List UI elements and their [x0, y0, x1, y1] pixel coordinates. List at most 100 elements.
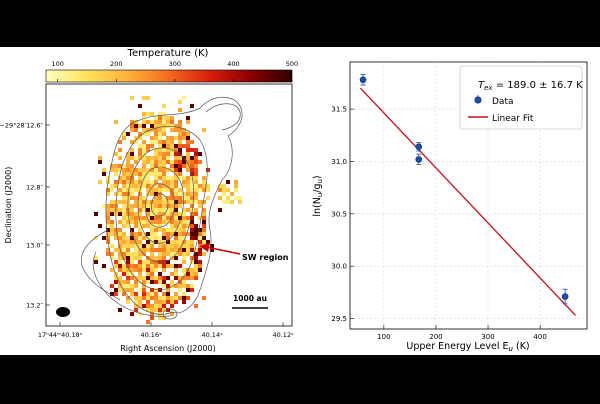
temperature-pixel [182, 208, 186, 212]
temperature-pixel [190, 256, 194, 260]
temperature-pixel [158, 256, 162, 260]
temperature-pixel [146, 292, 150, 296]
y-tick-label: 31.5 [331, 106, 347, 114]
temperature-pixel [130, 168, 134, 172]
temperature-pixel [142, 232, 146, 236]
temperature-pixel [190, 160, 194, 164]
temperature-pixel [154, 264, 158, 268]
temperature-pixel [134, 268, 138, 272]
temperature-pixel [186, 164, 190, 168]
temperature-pixel [218, 188, 222, 192]
temperature-pixel [134, 252, 138, 256]
temperature-pixel [146, 156, 150, 160]
temperature-pixel [134, 140, 138, 144]
temperature-pixel [142, 260, 146, 264]
temperature-pixel [194, 168, 198, 172]
temperature-pixel [186, 216, 190, 220]
temperature-pixel [114, 180, 118, 184]
temperature-pixel [206, 188, 210, 192]
temperature-pixel [166, 212, 170, 216]
temperature-pixel [142, 156, 146, 160]
sw-region-label: SW region [242, 253, 289, 262]
temperature-pixel [190, 184, 194, 188]
temperature-pixel [166, 208, 170, 212]
temperature-pixel [194, 212, 198, 216]
temperature-pixel [110, 268, 114, 272]
data-point [415, 143, 423, 151]
temperature-pixel [138, 260, 142, 264]
temperature-pixel [154, 216, 158, 220]
temperature-pixel [122, 284, 126, 288]
temperature-pixel [158, 136, 162, 140]
temperature-pixel [154, 188, 158, 192]
temperature-pixel [134, 280, 138, 284]
temperature-pixel [178, 172, 182, 176]
temperature-pixel [126, 176, 130, 180]
temperature-pixel [186, 276, 190, 280]
temperature-pixel [162, 104, 166, 108]
temperature-pixel [166, 148, 170, 152]
temperature-pixel [158, 112, 162, 116]
temperature-pixel [138, 228, 142, 232]
data-point [359, 76, 367, 84]
temperature-pixel [146, 180, 150, 184]
temperature-pixel [134, 204, 138, 208]
temperature-pixel [182, 96, 186, 100]
temperature-pixel [122, 192, 126, 196]
temperature-pixel [130, 220, 134, 224]
temperature-pixel [130, 260, 134, 264]
temperature-pixel [118, 240, 122, 244]
temperature-pixel [162, 252, 166, 256]
temperature-pixel [170, 232, 174, 236]
temperature-pixel [122, 268, 126, 272]
temperature-pixel [190, 180, 194, 184]
temperature-pixel [190, 200, 194, 204]
temperature-pixel [122, 244, 126, 248]
temperature-pixel [194, 232, 198, 236]
temperature-pixel [198, 216, 202, 220]
temperature-pixel [118, 236, 122, 240]
temperature-pixel [198, 204, 202, 208]
temperature-pixel [106, 216, 110, 220]
temperature-pixel [170, 280, 174, 284]
temperature-pixel [150, 204, 154, 208]
temperature-pixel [150, 120, 154, 124]
temperature-pixel [174, 136, 178, 140]
temperature-pixel [146, 272, 150, 276]
temperature-pixel [154, 172, 158, 176]
temperature-pixel [190, 196, 194, 200]
temperature-pixel [142, 248, 146, 252]
temperature-pixel [118, 288, 122, 292]
temperature-pixel [130, 172, 134, 176]
temperature-pixel [134, 120, 138, 124]
temperature-pixel [158, 224, 162, 228]
temperature-pixel [110, 188, 114, 192]
temperature-pixel [126, 172, 130, 176]
temperature-pixel [162, 140, 166, 144]
temperature-pixel [198, 248, 202, 252]
temperature-pixel [186, 284, 190, 288]
temperature-pixel [154, 296, 158, 300]
temperature-pixel [126, 216, 130, 220]
temperature-pixel [174, 264, 178, 268]
temperature-pixel [166, 308, 170, 312]
temperature-pixel [174, 176, 178, 180]
temperature-pixel [134, 128, 138, 132]
temperature-pixel [118, 148, 122, 152]
temperature-pixel [130, 180, 134, 184]
temperature-pixel [134, 172, 138, 176]
temperature-pixel [158, 184, 162, 188]
temperature-pixel [146, 212, 150, 216]
temperature-pixel [154, 140, 158, 144]
temperature-pixel [186, 200, 190, 204]
y-tick-label: 31.0 [331, 158, 347, 166]
temperature-pixel [182, 192, 186, 196]
temperature-pixel [170, 164, 174, 168]
temperature-pixel [110, 232, 114, 236]
temperature-pixel [186, 140, 190, 144]
temperature-pixel [194, 184, 198, 188]
temperature-pixel [166, 276, 170, 280]
temperature-pixel [230, 200, 234, 204]
contour-3 [127, 147, 194, 263]
temperature-pixel [138, 276, 142, 280]
